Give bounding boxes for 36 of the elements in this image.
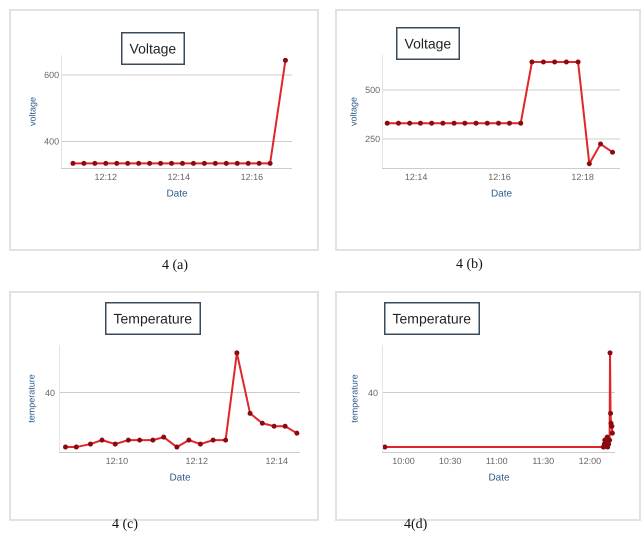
chart-title: Temperature <box>114 310 192 326</box>
x-tick-label: 12:14 <box>167 172 190 182</box>
x-tick-label: 12:16 <box>240 172 264 182</box>
chart-title: Voltage <box>130 40 176 56</box>
y-tick-label: 600 <box>44 70 60 80</box>
x-axis-title: Date <box>169 472 191 484</box>
x-tick-label: 12:14 <box>404 172 428 182</box>
x-tick-label: 12:18 <box>571 172 594 182</box>
y-axis-title: temperature <box>26 374 36 423</box>
x-tick-label: 12:00 <box>578 456 602 466</box>
y-axis-title: temperature <box>349 374 360 423</box>
text: 4(d) <box>404 517 428 532</box>
y-axis-title: voltage <box>28 96 38 126</box>
y-tick-label: 250 <box>365 134 380 144</box>
x-tick-label: 10:30 <box>438 456 462 466</box>
x-axis-title: Date <box>490 188 512 200</box>
x-tick-label: 12:10 <box>106 456 128 466</box>
text: 4 (b) <box>456 257 484 272</box>
chart-title: Temperature <box>392 310 472 326</box>
x-tick-label: 11:00 <box>486 456 508 466</box>
x-tick-label: 12:16 <box>488 172 511 182</box>
y-tick-label: 500 <box>365 85 380 96</box>
y-axis-title: voltage <box>348 96 359 126</box>
x-tick-label: 12:12 <box>186 456 208 466</box>
x-tick-label: 12:12 <box>94 172 118 182</box>
x-tick-label: 11:30 <box>532 456 554 466</box>
x-tick-label: 10:00 <box>392 456 415 466</box>
text: 40 <box>45 388 56 398</box>
text: 4 (c) <box>112 517 138 532</box>
y-tick-label: 400 <box>44 136 60 147</box>
text: 40 <box>368 388 378 398</box>
x-axis-title: Date <box>166 188 188 200</box>
x-tick-label: 12:14 <box>265 456 288 466</box>
x-axis-title: Date <box>488 472 510 484</box>
chart-title: Voltage <box>404 36 452 52</box>
text: 4 (a) <box>162 258 188 273</box>
